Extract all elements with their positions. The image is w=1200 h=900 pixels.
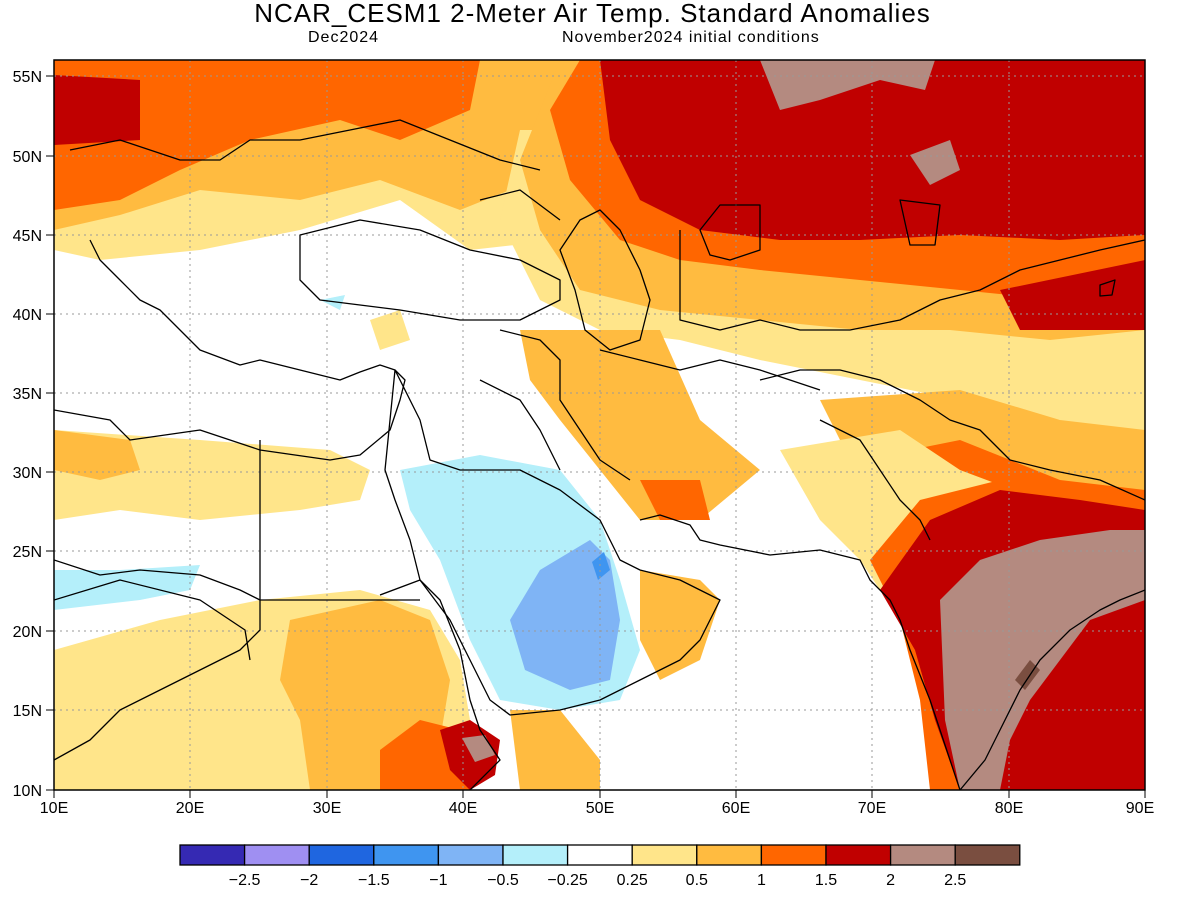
lat-labels: 55N 50N 45N 40N 35N 30N 25N 20N 15N 10N: [13, 69, 42, 800]
colorbar-label: −0.5: [487, 872, 519, 889]
colorbar-label: 0.5: [686, 872, 708, 889]
field-russia-brown-1: [760, 60, 935, 110]
lat-label: 30N: [13, 465, 42, 482]
colorbar-label: 0.25: [617, 872, 648, 889]
lon-label: 70E: [858, 800, 886, 817]
colorbar-label: 2.5: [944, 872, 966, 889]
lat-label: 25N: [13, 544, 42, 561]
field-arabia-blue: [510, 540, 620, 690]
lon-label: 90E: [1126, 800, 1154, 817]
graticule: [54, 60, 1145, 790]
colorbar-swatch: [566, 844, 633, 866]
lon-label: 10E: [40, 800, 68, 817]
lat-label: 50N: [13, 149, 42, 166]
lon-axis: [53, 790, 1146, 798]
colorbar-swatch: [954, 844, 1021, 866]
colorbar-swatch: [696, 844, 763, 866]
initial-conditions: November2024 initial conditions: [562, 29, 820, 46]
field-india-brown: [940, 530, 1145, 790]
field-turkey-lightblue: [320, 295, 345, 310]
lat-label: 55N: [13, 69, 42, 86]
field-iran-lightorange: [520, 330, 760, 520]
colorbar-swatch: [760, 844, 827, 866]
lat-label: 40N: [13, 307, 42, 324]
colorbar-swatch: [179, 844, 246, 866]
colorbar-label: −0.25: [547, 872, 588, 889]
field-levant-yellow: [370, 310, 410, 350]
field-gulf-orange: [640, 480, 710, 520]
colorbar-swatch: [631, 844, 698, 866]
field-east-red: [1000, 260, 1145, 330]
colorbar-swatch: [502, 844, 569, 866]
map-title: NCAR_CESM1 2-Meter Air Temp. Standard An…: [254, 0, 931, 28]
lat-label: 45N: [13, 228, 42, 245]
field-ethiopia-brown: [462, 735, 495, 762]
coastlines: [54, 119, 1145, 790]
colorbar-swatch: [889, 844, 956, 866]
field-oman-lightorange: [640, 570, 720, 680]
field-india-darkbrown: [1015, 660, 1040, 690]
field-nafrica-lightblue: [54, 565, 200, 610]
colorbar-label: 1.5: [815, 872, 837, 889]
lat-label: 20N: [13, 624, 42, 641]
lat-label: 15N: [13, 703, 42, 720]
colorbar-swatch: [437, 844, 504, 866]
lat-label: 35N: [13, 386, 42, 403]
lon-label: 20E: [176, 800, 204, 817]
lat-label: 10N: [13, 783, 42, 800]
field-arabia-midblue: [592, 552, 610, 580]
lon-label: 60E: [722, 800, 750, 817]
colorbar-label: −2.5: [229, 872, 261, 889]
colorbar-swatch: [243, 844, 310, 866]
lon-label: 40E: [449, 800, 477, 817]
forecast-month: Dec2024: [308, 29, 380, 46]
colorbar-label: 2: [886, 872, 895, 889]
field-europe-red: [54, 75, 140, 145]
field-europe-orange: [54, 60, 480, 210]
map-fields: [54, 60, 1145, 790]
colorbar-swatch: [825, 844, 892, 866]
colorbar-label: 1: [757, 872, 766, 889]
lon-label: 30E: [313, 800, 341, 817]
colorbar-boxes: [179, 844, 1021, 866]
lat-axis: [46, 75, 54, 791]
field-nafrica-lightorange: [54, 430, 140, 480]
colorbar-label: −1.5: [358, 872, 390, 889]
colorbar-swatch: [373, 844, 440, 866]
field-yemen-lightorange: [510, 710, 600, 790]
lon-label: 50E: [586, 800, 614, 817]
colorbar-labels: −2.5 −2 −1.5 −1 −0.5 −0.25 0.25 0.5 1 1.5 2 2.5: [229, 872, 967, 889]
colorbar-legend: −2.5 −2 −1.5 −1 −0.5 −0.25 0.25 0.5 1 1.5 2 2.5: [179, 844, 1021, 889]
colorbar-label: −2: [300, 872, 318, 889]
colorbar-swatch: [308, 844, 375, 866]
lon-labels: 10E 20E 30E 40E 50E 60E 70E 80E 90E: [40, 800, 1154, 817]
lon-label: 80E: [995, 800, 1023, 817]
colorbar-label: −1: [429, 872, 447, 889]
field-russia-brown-2: [910, 140, 960, 185]
